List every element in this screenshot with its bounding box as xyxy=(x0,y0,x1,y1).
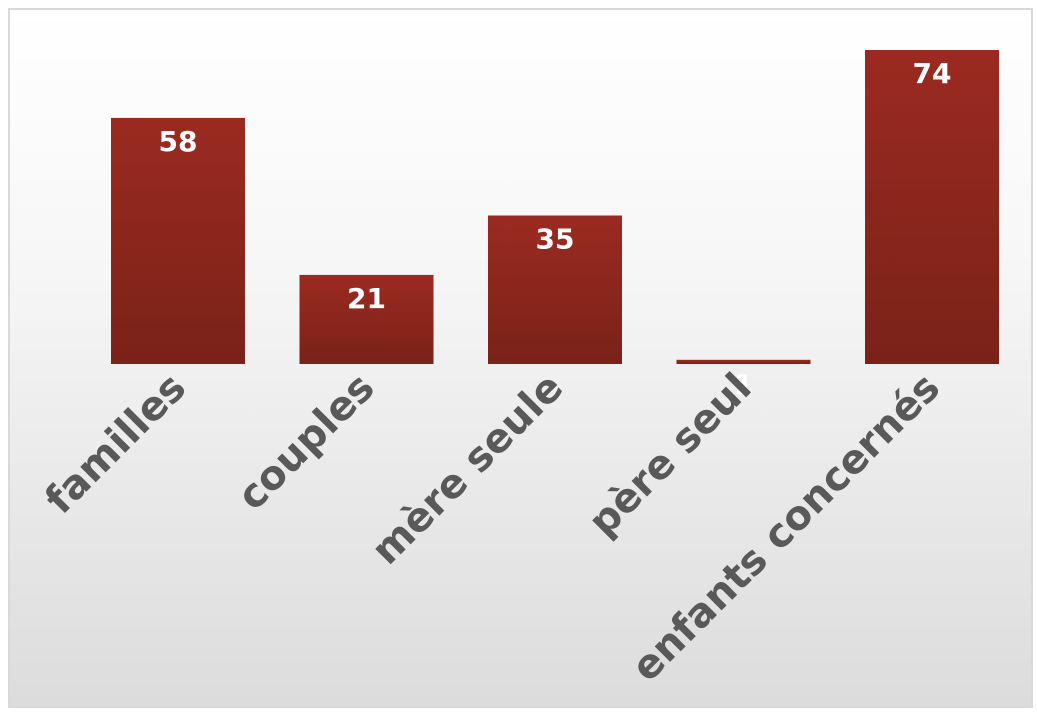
category-label-1: couples xyxy=(229,365,384,520)
data-label-0: 58 xyxy=(159,125,198,158)
bar-2 xyxy=(488,215,622,364)
category-label-3: père seul xyxy=(580,365,761,546)
data-label-3: 1 xyxy=(734,368,753,401)
data-label-1: 21 xyxy=(347,282,386,315)
bar-3 xyxy=(676,359,811,364)
chart-area: 58 21 35 1 74 familles couples mère seule père … xyxy=(8,8,1033,708)
data-label-4: 74 xyxy=(913,57,952,90)
category-label-0: familles xyxy=(37,365,196,524)
category-label-2: mère seule xyxy=(363,365,572,574)
bar-0 xyxy=(111,117,245,365)
data-labels: 58 21 35 1 74 xyxy=(159,57,952,401)
bars xyxy=(111,50,999,365)
bar-1 xyxy=(299,274,434,364)
category-label-4: enfants concernés xyxy=(623,365,949,691)
bar-4 xyxy=(865,50,999,364)
data-label-2: 35 xyxy=(536,223,575,256)
